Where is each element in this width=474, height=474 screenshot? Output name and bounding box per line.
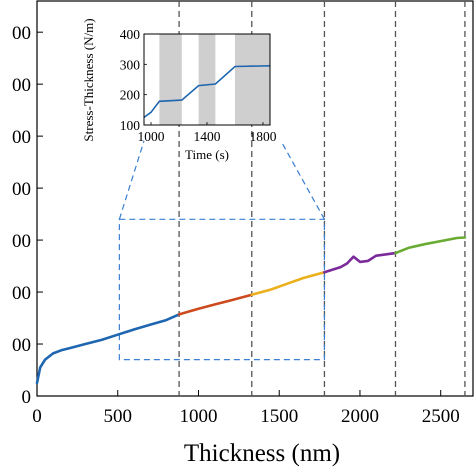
main-x-ticks: 0 500 1000 1500 2000 2500 xyxy=(32,390,460,427)
inset-x-ticks: 1000 1400 1800 xyxy=(138,122,277,144)
zoom-box xyxy=(118,140,326,361)
series-line-1 xyxy=(35,313,181,385)
x-tick-label: 2500 xyxy=(422,406,460,427)
inset-shaded-region xyxy=(235,34,270,125)
series-line-2 xyxy=(177,293,254,316)
x-tick-label: 500 xyxy=(103,406,132,427)
x-tick-label: 0 xyxy=(32,406,42,427)
series-line-5 xyxy=(394,236,467,255)
inset-shaded-regions xyxy=(159,34,270,125)
inset-series-line xyxy=(143,65,271,119)
zoom-rectangle xyxy=(118,218,326,361)
inset-x-axis-label: Time (s) xyxy=(185,147,229,162)
y-tick-label: 00 xyxy=(12,179,31,200)
inset-series-group xyxy=(143,65,271,119)
y-tick-label: 00 xyxy=(12,23,31,44)
y-tick-label: 0 xyxy=(22,387,32,408)
inset-y-axis-label: Stress-Thickness (N/m) xyxy=(81,18,96,141)
x-tick-label: 1000 xyxy=(179,406,217,427)
y-tick-label: 00 xyxy=(12,283,31,304)
inset-x-tick-label: 1400 xyxy=(194,129,221,144)
inset-y-tick-label: 300 xyxy=(120,57,141,72)
y-tick-label: 00 xyxy=(12,127,31,148)
y-tick-label: 00 xyxy=(12,231,31,252)
inset-y-tick-label: 100 xyxy=(120,118,141,133)
main-plot-frame xyxy=(36,0,474,397)
inset-x-tick-label: 1800 xyxy=(250,129,277,144)
series-line-3 xyxy=(250,270,326,297)
main-series-group xyxy=(35,236,467,385)
inset-shaded-region xyxy=(159,34,182,125)
inset-y-ticks: 100 200 300 400 xyxy=(120,27,147,133)
x-axis-label: Thickness (nm) xyxy=(184,440,340,467)
x-tick-label: 1500 xyxy=(260,406,298,427)
series-line-4 xyxy=(323,251,397,274)
inset-shaded-region xyxy=(198,34,216,125)
zoom-connector-right xyxy=(280,140,325,220)
inset-y-tick-label: 200 xyxy=(120,88,141,103)
inset-chart: 1000 1400 1800 100 200 300 400 Time (s) Stres… xyxy=(81,18,277,162)
y-tick-label: 00 xyxy=(12,75,31,96)
inset-y-tick-label: 400 xyxy=(120,27,141,42)
x-tick-label: 2000 xyxy=(341,406,379,427)
inset-x-tick-label: 1000 xyxy=(138,129,165,144)
zoom-connector-left xyxy=(118,140,145,220)
y-tick-label: 00 xyxy=(12,335,31,356)
